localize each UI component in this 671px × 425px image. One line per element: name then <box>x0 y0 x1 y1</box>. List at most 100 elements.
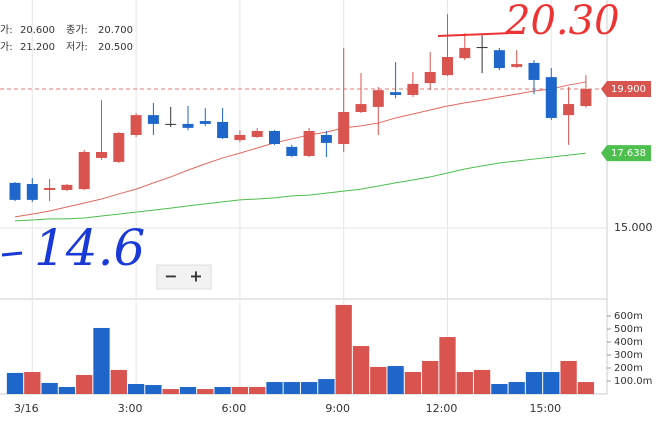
volume-bar <box>110 369 127 394</box>
candle-body <box>78 151 90 190</box>
last-price-tag-shape <box>601 81 651 98</box>
candle-body <box>563 104 575 116</box>
volume-bar <box>508 382 525 394</box>
y-tick-label: 15.000 <box>614 221 653 234</box>
volume-bar <box>231 386 249 394</box>
candle-body <box>303 130 315 156</box>
volume-tick-label: 300m <box>614 350 643 361</box>
volume-bar <box>300 382 318 394</box>
candle-body <box>44 187 56 190</box>
candle-body <box>476 47 488 49</box>
candle-body <box>580 89 592 107</box>
volume-bar <box>335 304 352 394</box>
candle-body <box>511 64 523 67</box>
volume-bar <box>352 346 370 394</box>
volume-bar <box>318 379 335 394</box>
handwritten-stroke <box>437 32 513 37</box>
volume-bar <box>473 369 491 394</box>
volume-bar <box>58 386 76 394</box>
info-box: 가: 20.600 종가: 20.700 가: 21.200 저가: 20.50… <box>0 24 133 53</box>
volume-tick-label: 200m <box>614 363 643 374</box>
volume-bar <box>162 389 179 394</box>
candle-body <box>130 115 142 135</box>
volume-tick-label: 600m <box>614 311 643 322</box>
candle-body <box>182 123 194 128</box>
candle-body <box>286 146 298 156</box>
volume-bar <box>525 372 543 394</box>
x-tick-label: 3:00 <box>118 402 143 415</box>
volume-bar <box>249 386 266 394</box>
candle-body <box>320 134 332 143</box>
ma-value-tag: 17.638 <box>611 148 646 159</box>
x-tick-label: 6:00 <box>222 402 247 415</box>
handwritten-annotation: 20.30 <box>504 0 620 44</box>
candle-body <box>26 184 38 200</box>
handwritten-stroke <box>1 251 23 257</box>
zoom-panel <box>156 264 212 290</box>
volume-bar <box>6 372 24 394</box>
volume-tick-label: 400m <box>614 337 643 348</box>
candle-body <box>9 182 21 200</box>
info-value: 21.200 <box>20 42 55 53</box>
moving-average-line <box>14 81 586 218</box>
candle-body <box>234 134 246 141</box>
volume-bar <box>439 337 456 394</box>
volume-bar <box>214 386 231 394</box>
candle-body <box>147 115 159 124</box>
volume-tick-label: 100.0m <box>614 376 652 387</box>
volume-bar <box>197 389 214 394</box>
candle-body <box>199 121 211 124</box>
volume-bar <box>24 372 41 394</box>
candle-body <box>269 130 280 145</box>
info-label: 저가: <box>66 41 88 53</box>
candle-body <box>113 132 125 162</box>
volume-bar <box>145 385 162 394</box>
volume-bar <box>76 375 93 394</box>
last-price-tag: 19.900 <box>611 84 646 95</box>
candle-body <box>442 56 453 76</box>
candle-body <box>493 50 505 69</box>
volume-tick-label: 500m <box>614 324 643 335</box>
volume-bar <box>404 372 422 394</box>
volume-bar <box>491 383 508 394</box>
candle-body <box>459 47 471 59</box>
candle-body <box>96 151 107 158</box>
volume-bar <box>41 382 58 394</box>
volume-bar <box>543 372 560 394</box>
volume-bar <box>283 382 300 394</box>
candle-body <box>528 62 540 80</box>
volume-bar <box>560 360 577 394</box>
info-label: 종가: <box>66 24 88 36</box>
candle-body <box>545 77 557 118</box>
info-value: 20.500 <box>98 42 133 53</box>
handwritten-annotation: 14.6 <box>34 219 145 277</box>
info-value: 20.600 <box>20 25 55 36</box>
zoom-out-button[interactable]: − <box>164 267 177 286</box>
candle-body <box>251 130 263 137</box>
info-value: 20.700 <box>98 25 133 36</box>
candle-body <box>165 123 177 125</box>
moving-average-line <box>14 152 586 222</box>
candle-body <box>61 184 73 190</box>
x-tick-label: 15:00 <box>529 402 561 415</box>
candle-body <box>217 121 229 139</box>
x-tick-label: 12:00 <box>426 402 458 415</box>
volume-bar <box>266 382 283 394</box>
volume-bar <box>93 327 110 394</box>
zoom-controls: − + <box>156 264 212 290</box>
candle-body <box>338 111 350 145</box>
candle-body <box>407 83 419 95</box>
volume-bar <box>456 372 473 394</box>
candle-body <box>424 72 436 84</box>
zoom-in-button[interactable]: + <box>189 267 202 286</box>
info-label: 가: <box>0 24 13 36</box>
ma-value-tag-shape <box>601 145 651 162</box>
candle-body <box>355 104 367 112</box>
x-tick-label: 3/16 <box>14 402 39 415</box>
x-tick-label: 9:00 <box>325 402 350 415</box>
volume-bar <box>127 383 145 394</box>
volume-bar <box>387 366 404 394</box>
volume-bar <box>179 386 197 394</box>
